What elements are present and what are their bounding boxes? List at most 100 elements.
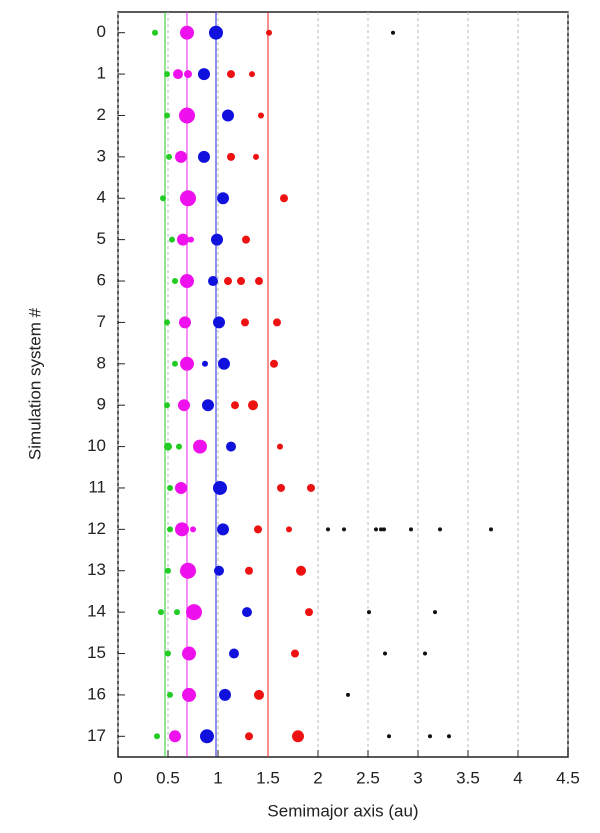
y-tick-label: 11: [88, 477, 106, 496]
x-tick-label: 2: [313, 768, 322, 787]
planet-point: [242, 235, 250, 244]
planet-point: [165, 567, 171, 574]
planet-point: [447, 734, 451, 739]
planet-point: [213, 316, 225, 329]
planet-point: [169, 730, 181, 743]
planet-point: [198, 150, 210, 163]
planet-point: [184, 70, 192, 79]
planet-point: [180, 274, 194, 289]
planet-point: [277, 483, 285, 492]
planet-point: [270, 359, 278, 368]
planet-point: [229, 648, 239, 659]
planet-point: [245, 732, 253, 741]
planet-point: [241, 318, 249, 327]
planet-point: [231, 401, 239, 410]
x-tick-label: 3.5: [456, 768, 480, 787]
y-tick-label: 3: [97, 146, 106, 165]
y-tick-label: 15: [87, 643, 106, 662]
planet-point: [190, 526, 196, 533]
planet-point: [258, 112, 264, 119]
x-tick-label: 3: [413, 768, 422, 787]
y-tick-label: 5: [97, 229, 106, 248]
planet-point: [200, 729, 214, 744]
planet-point: [277, 443, 283, 450]
planet-point: [254, 689, 264, 700]
planet-point: [175, 150, 187, 163]
x-tick-label: 4.5: [556, 768, 580, 787]
planet-point: [438, 527, 442, 532]
planet-point: [286, 526, 292, 533]
planet-point: [383, 651, 387, 656]
planet-point: [179, 316, 191, 329]
planet-point: [177, 233, 189, 246]
planet-point: [280, 194, 288, 203]
planet-point: [167, 526, 173, 533]
planet-point: [211, 233, 223, 246]
planet-point: [296, 565, 306, 576]
planet-point: [169, 236, 175, 243]
planet-point: [367, 610, 371, 615]
planet-point: [188, 236, 194, 243]
planet-point: [222, 109, 234, 122]
planet-point: [291, 649, 299, 658]
planet-point: [193, 439, 207, 454]
planet-point: [175, 481, 187, 494]
planet-point: [489, 527, 493, 532]
planet-point: [167, 484, 173, 491]
planet-point: [202, 399, 214, 412]
y-tick-label: 13: [87, 560, 106, 579]
planet-point: [180, 356, 194, 371]
y-tick-label: 7: [97, 312, 106, 331]
planet-point: [180, 190, 196, 207]
planet-point: [179, 107, 195, 124]
x-tick-label: 0.5: [156, 768, 180, 787]
y-tick-label: 17: [87, 726, 106, 745]
planet-point: [164, 112, 170, 119]
planet-point: [273, 318, 281, 327]
planet-point: [160, 195, 166, 202]
planet-point: [164, 442, 172, 451]
y-tick-label: 9: [97, 395, 106, 414]
y-axis-label: Simulation system #: [25, 307, 44, 460]
planet-point: [305, 608, 313, 617]
planet-point: [208, 276, 218, 287]
planet-point: [154, 733, 160, 740]
planet-point: [152, 29, 158, 36]
planet-point: [165, 650, 171, 657]
planet-point: [379, 527, 383, 532]
planet-point: [182, 646, 196, 661]
planet-point: [219, 688, 231, 701]
x-axis-label: Semimajor axis (au): [267, 801, 418, 820]
planet-point: [242, 607, 252, 618]
planet-point: [164, 402, 170, 409]
y-tick-label: 2: [97, 105, 106, 124]
planet-point: [266, 29, 272, 36]
planet-point: [245, 566, 253, 575]
planet-point: [175, 522, 189, 537]
planet-point: [237, 277, 245, 286]
planet-point: [213, 480, 227, 495]
planet-point: [198, 68, 210, 81]
planet-point: [182, 687, 196, 702]
planet-point: [254, 525, 262, 534]
y-tick-label: 12: [87, 519, 106, 538]
planet-point: [433, 610, 437, 615]
y-tick-label: 6: [97, 271, 106, 290]
planet-point: [249, 71, 255, 78]
x-tick-label: 0: [113, 768, 122, 787]
planet-point: [423, 651, 427, 656]
planet-point: [173, 69, 183, 80]
x-tick-label: 4: [513, 768, 522, 787]
planet-point: [342, 527, 346, 532]
planet-point: [164, 319, 170, 326]
planet-point: [217, 523, 229, 536]
planet-point: [227, 70, 235, 79]
planet-point: [248, 400, 258, 411]
planet-point: [218, 357, 230, 370]
planet-point: [226, 441, 236, 452]
planet-point: [326, 527, 330, 532]
y-tick-label: 10: [87, 436, 106, 455]
planet-point: [180, 25, 194, 40]
y-tick-label: 4: [97, 188, 106, 207]
